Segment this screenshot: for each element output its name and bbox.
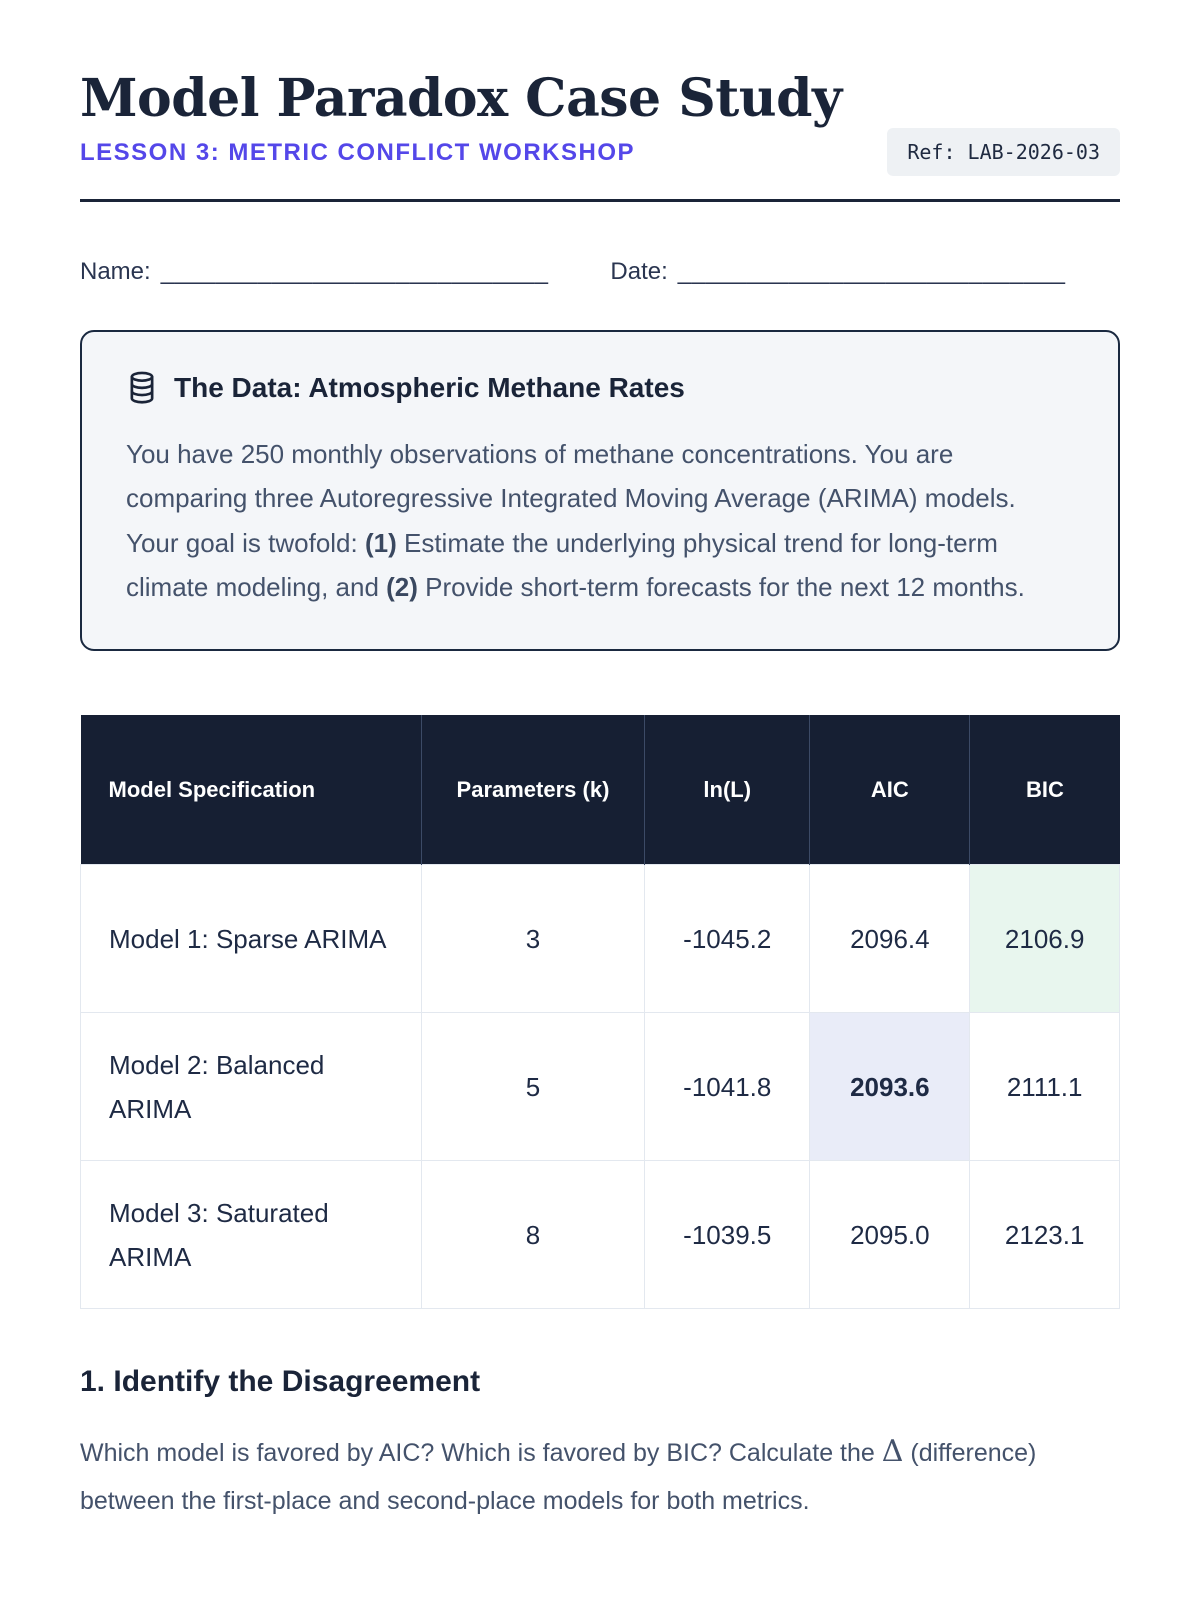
bic-cell: 2123.1	[969, 1160, 1120, 1310]
aic-cell: 2095.0	[809, 1160, 971, 1310]
section-body-segment: (difference) between the first-place and…	[80, 1439, 1037, 1516]
aic-cell-highlighted: 2093.6	[809, 1012, 971, 1162]
info-body-segment: Provide short-term forecasts for the nex…	[417, 571, 1025, 602]
model-name-cell: Model 1: Sparse ARIMA	[80, 864, 422, 1014]
parameters-cell: 8	[420, 1160, 646, 1310]
lnl-cell: -1039.5	[644, 1160, 811, 1310]
name-field: Name: ____________________________	[80, 258, 548, 286]
name-blank: ____________________________	[160, 258, 549, 286]
section-body-segment: Which model is favored by AIC? Which is …	[80, 1439, 882, 1468]
info-body-segment: You have 250 monthly observations of met…	[126, 439, 1016, 558]
info-box-title: The Data: Atmospheric Methane Rates	[174, 372, 685, 404]
table-row-model-1: Model 1: Sparse ARIMA 3 -1045.2 2096.4 2…	[80, 864, 1120, 1014]
date-field: Date: ____________________________	[610, 258, 1065, 286]
table-row-model-3: Model 3: Saturated ARIMA 8 -1039.5 2095.…	[80, 1160, 1120, 1310]
header-ln-l: ln(L)	[644, 714, 811, 865]
model-name-cell: Model 3: Saturated ARIMA	[80, 1160, 422, 1310]
header-bic: BIC	[969, 714, 1120, 865]
fields-row: Name: ____________________________ Date:…	[80, 258, 1120, 286]
delta-symbol: Δ	[881, 1434, 904, 1470]
header-model-specification: Model Specification	[80, 714, 422, 865]
bic-cell: 2111.1	[969, 1012, 1120, 1162]
section-1-body: Which model is favored by AIC? Which is …	[80, 1425, 1090, 1524]
info-box-body: You have 250 monthly observations of met…	[126, 432, 1066, 609]
date-label: Date:	[610, 258, 668, 286]
header-divider	[80, 199, 1120, 203]
header: Model Paradox Case Study LESSON 3: METRI…	[80, 68, 1120, 176]
lnl-cell: -1045.2	[644, 864, 811, 1014]
parameters-cell: 5	[420, 1012, 646, 1162]
header-aic: AIC	[809, 714, 971, 865]
database-icon	[130, 371, 154, 404]
page-title: Model Paradox Case Study	[80, 68, 842, 129]
ref-badge: Ref: LAB-2026-03	[887, 128, 1120, 176]
name-label: Name:	[80, 258, 151, 286]
bic-cell-highlighted: 2106.9	[969, 864, 1120, 1014]
info-body-bold-1: (1)	[364, 527, 397, 558]
lesson-subtitle: LESSON 3: METRIC CONFLICT WORKSHOP	[80, 139, 635, 167]
table-header-row: Model Specification Parameters (k) ln(L)…	[80, 714, 1120, 865]
model-comparison-table: Model Specification Parameters (k) ln(L)…	[80, 714, 1120, 1310]
table-row-model-2: Model 2: Balanced ARIMA 5 -1041.8 2093.6…	[80, 1012, 1120, 1162]
aic-cell: 2096.4	[809, 864, 971, 1014]
lnl-cell: -1041.8	[644, 1012, 811, 1162]
model-name-cell: Model 2: Balanced ARIMA	[80, 1012, 422, 1162]
parameters-cell: 3	[420, 864, 646, 1014]
info-body-bold-2: (2)	[386, 571, 418, 602]
header-parameters-k: Parameters (k)	[421, 714, 646, 865]
info-title-row: The Data: Atmospheric Methane Rates	[126, 370, 1074, 406]
info-body-segment: Estimate the underlying physical trend f…	[126, 527, 998, 602]
data-info-box: The Data: Atmospheric Methane Rates You …	[80, 330, 1120, 651]
date-blank: ____________________________	[677, 258, 1066, 286]
section-1-heading: 1. Identify the Disagreement	[80, 1365, 481, 1399]
